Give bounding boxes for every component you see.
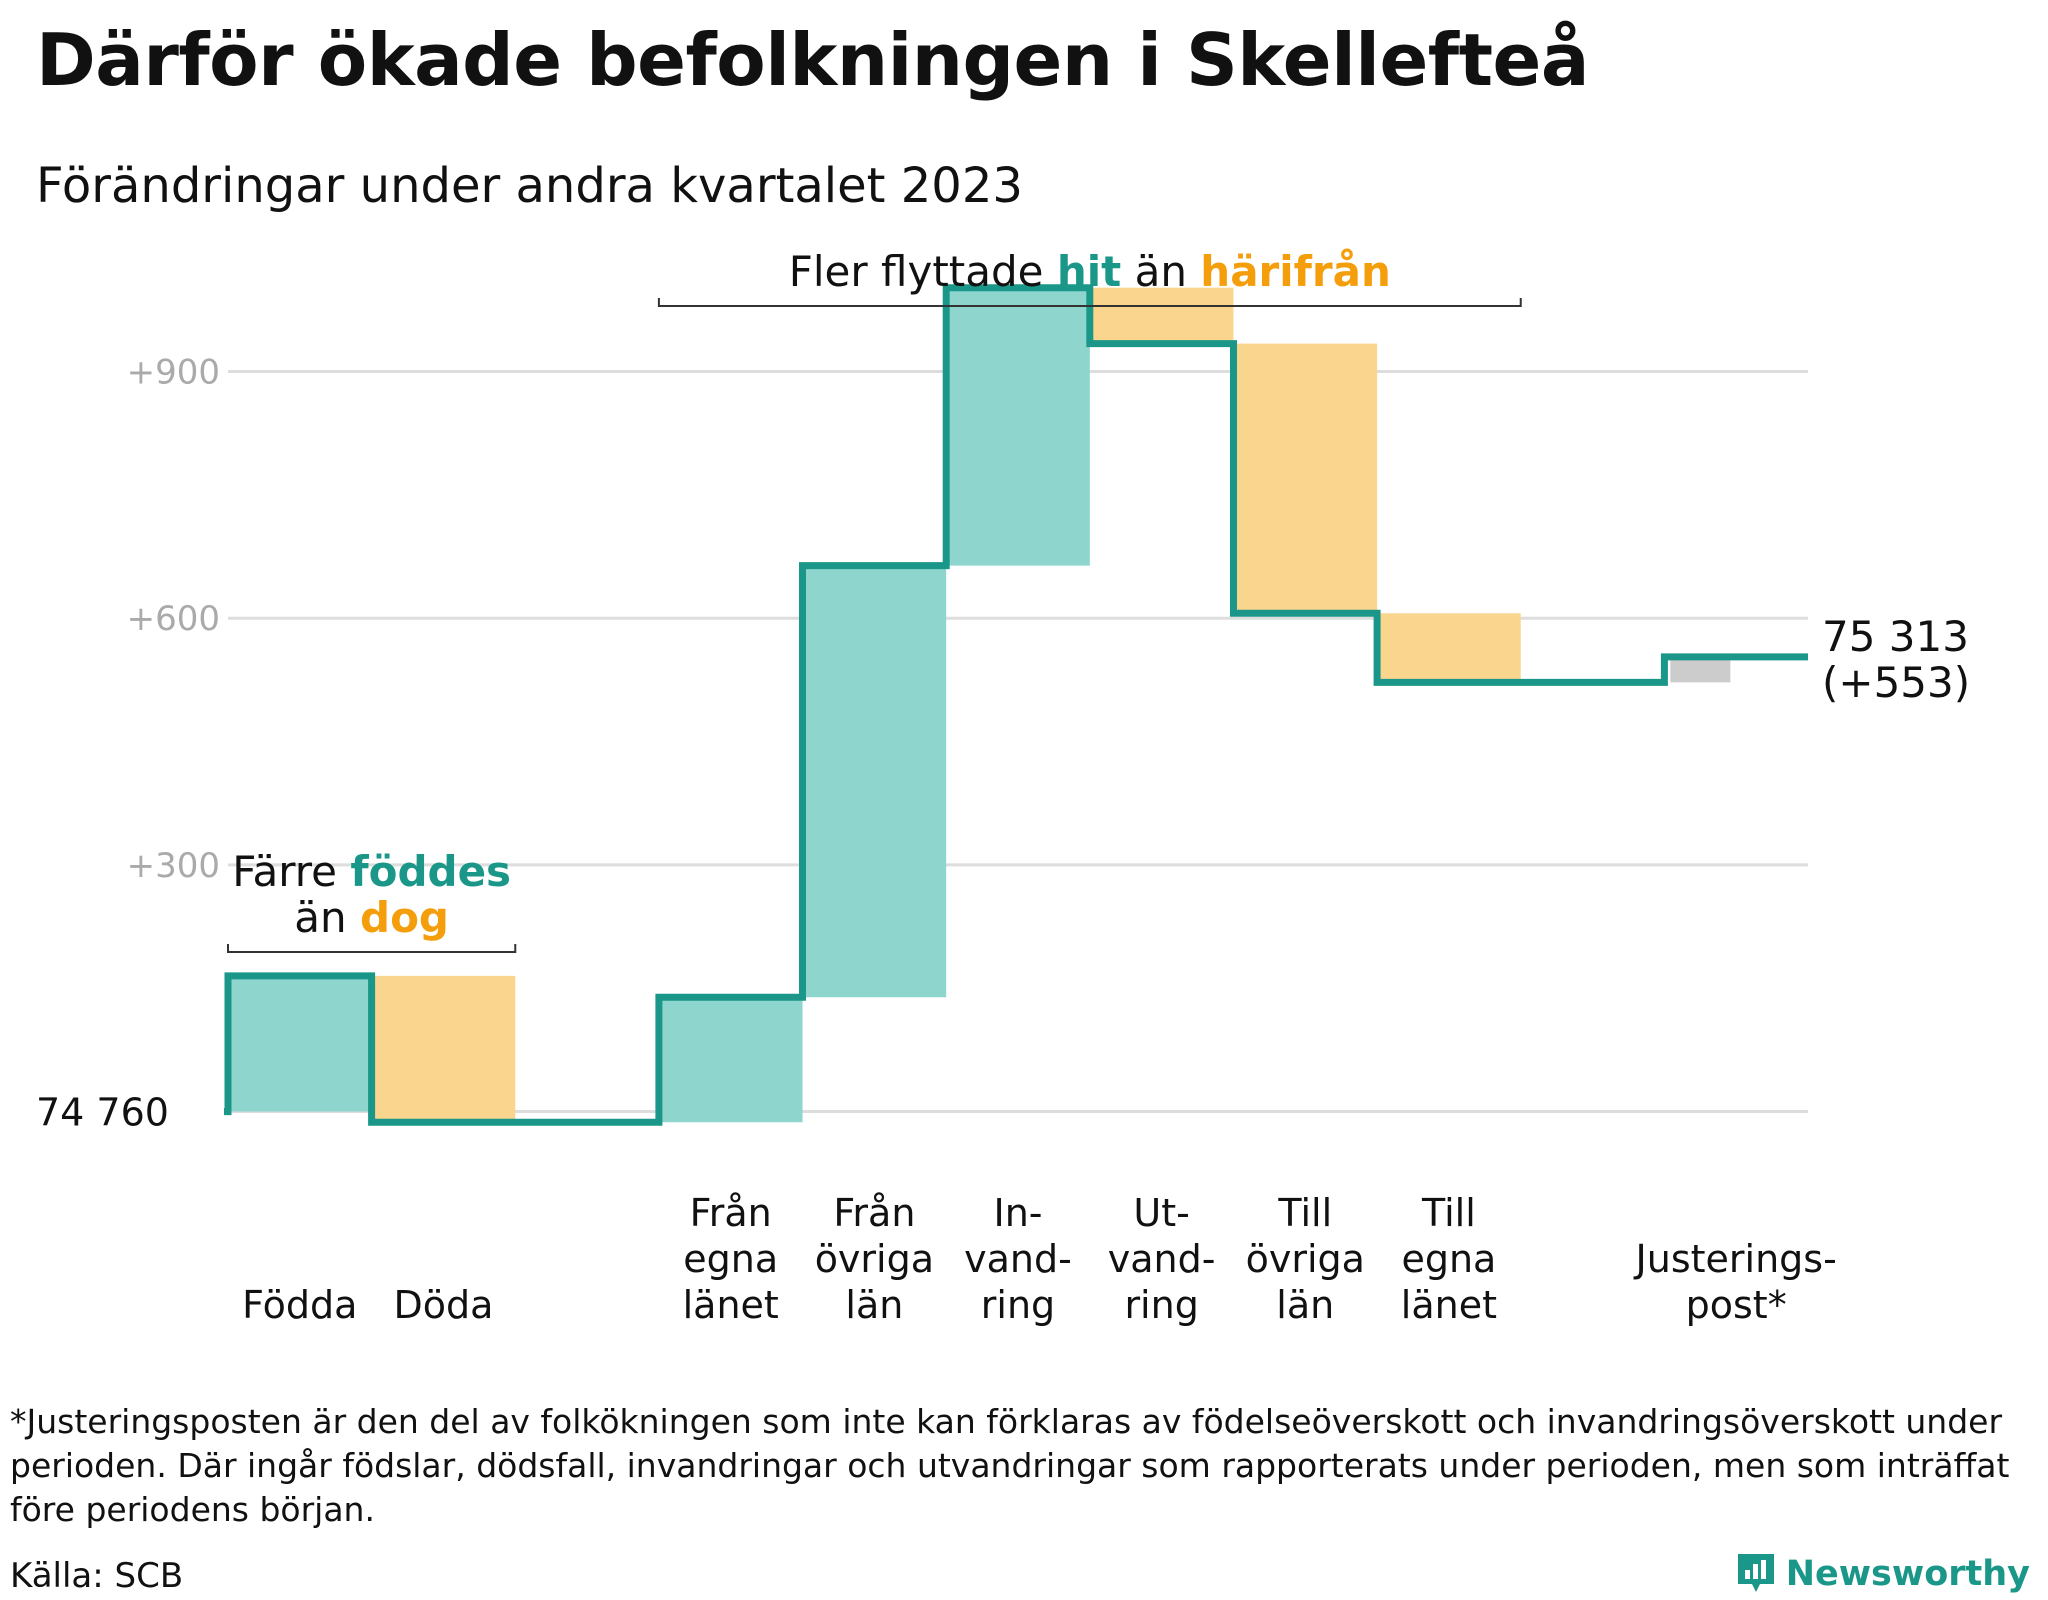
newsworthy-logo-icon — [1737, 1554, 1774, 1592]
start-value-label: 74 760 — [36, 1091, 169, 1135]
y-tick-label: +300 — [127, 846, 220, 886]
chart-title: Därför ökade befolkningen i Skellefteå — [36, 18, 1589, 102]
brand-logo: Newsworthy — [1736, 1552, 2030, 1596]
bar-increase — [228, 975, 372, 1112]
bar-decrease — [371, 975, 516, 1123]
footnote: *Justeringsposten är den del av folkökni… — [10, 1402, 2010, 1529]
bar-increase — [946, 287, 1090, 566]
annotation-bracket — [227, 944, 517, 953]
category-label: Justerings-post* — [1634, 1237, 1837, 1327]
category-label: Från övriga län — [815, 1191, 934, 1327]
brand-name: Newsworthy — [1785, 1554, 2030, 1594]
annotation-text: Färre föddes — [232, 847, 511, 896]
chart-subtitle: Förändringar under andra kvartalet 2023 — [36, 158, 1023, 214]
category-label: Ut-vand-ring — [1108, 1191, 1216, 1327]
waterfall-chart: +300 +600 +900 74 760 Födda Döda Från egna länet… — [36, 247, 1970, 1327]
bar-increase — [658, 997, 803, 1123]
category-label: Till övriga län — [1246, 1191, 1365, 1327]
category-label: Döda — [393, 1283, 493, 1327]
y-tick-label: +600 — [127, 599, 220, 639]
bar-decrease — [1089, 287, 1234, 344]
category-label: In-vand-ring — [964, 1191, 1072, 1327]
annotation-text: Fler flyttade hit än härifrån — [789, 247, 1391, 296]
source-label: Källa: SCB — [10, 1556, 184, 1596]
category-label: Födda — [242, 1283, 357, 1327]
bar-increase — [802, 565, 947, 998]
y-tick-label: +900 — [127, 353, 220, 393]
end-value-label: 75 313 (+553) — [1822, 612, 1970, 707]
category-label: Till egna länet — [1401, 1191, 1497, 1327]
bar-adjustment — [1670, 656, 1731, 683]
bar-decrease — [1377, 613, 1521, 683]
bar-decrease — [1233, 343, 1378, 614]
cumulative-step-line — [224, 284, 1808, 1126]
category-label: Från egna länet — [683, 1191, 779, 1327]
annotation-text: än dog — [294, 893, 449, 942]
annotation-bracket — [657, 298, 1522, 307]
